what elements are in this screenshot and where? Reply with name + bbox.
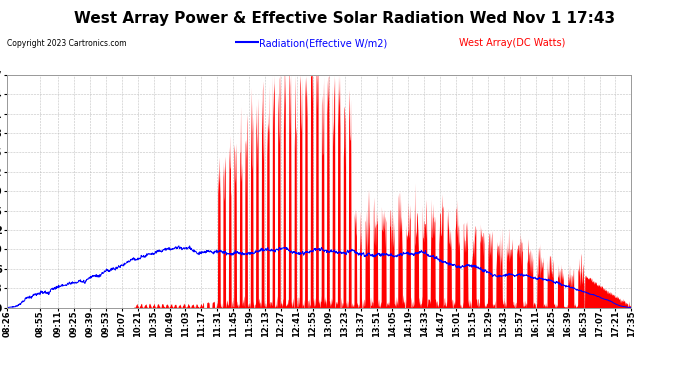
Text: Copyright 2023 Cartronics.com: Copyright 2023 Cartronics.com bbox=[7, 39, 126, 48]
Text: Radiation(Effective W/m2): Radiation(Effective W/m2) bbox=[259, 38, 387, 48]
Text: West Array Power & Effective Solar Radiation Wed Nov 1 17:43: West Array Power & Effective Solar Radia… bbox=[75, 11, 615, 26]
Text: West Array(DC Watts): West Array(DC Watts) bbox=[459, 38, 565, 48]
